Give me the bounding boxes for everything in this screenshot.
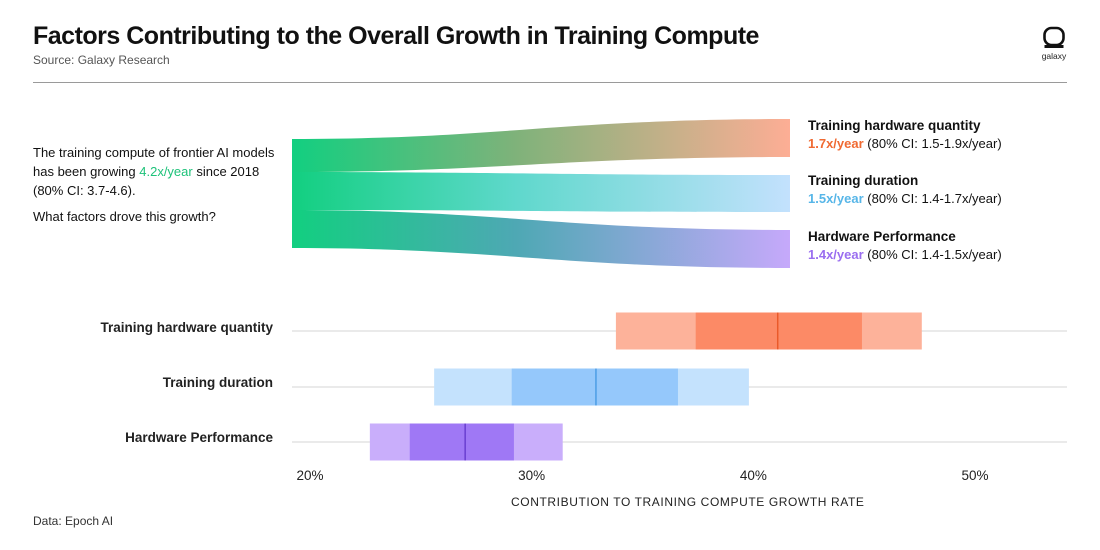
legend-rate-hardware-performance: 1.4x/year [808, 247, 864, 262]
legend-title-training-duration: Training duration [808, 173, 919, 188]
flow-band-hardware-performance [292, 210, 790, 268]
chart-title: Factors Contributing to the Overall Grow… [33, 22, 759, 50]
legend-ci-training-duration: (80% CI: 1.4-1.7x/year) [863, 191, 1002, 206]
intro-paragraph: The training compute of frontier AI mode… [33, 143, 293, 200]
legend-hardware-quantity: Training hardware quantity 1.7x/year (80… [808, 117, 1002, 153]
x-tick-label: 50% [961, 468, 989, 483]
legend-rate-training-duration: 1.5x/year [808, 191, 864, 206]
galaxy-logo: galaxy [1036, 26, 1072, 61]
row-label-hardware-performance: Hardware Performance [125, 430, 273, 445]
legend-hardware-performance: Hardware Performance 1.4x/year (80% CI: … [808, 228, 1002, 264]
x-tick-label: 20% [296, 468, 324, 483]
row-label-training-duration: Training duration [162, 375, 273, 390]
legend-ci-hardware-performance: (80% CI: 1.4-1.5x/year) [863, 247, 1002, 262]
intro-text: The training compute of frontier AI mode… [33, 143, 293, 226]
flow-band-hardware-quantity [292, 119, 790, 172]
data-source-note: Data: Epoch AI [33, 514, 114, 528]
legend-title-hardware-performance: Hardware Performance [808, 229, 956, 244]
intro-line-pre: The training compute of frontier AI mode… [33, 145, 275, 179]
x-axis-title: CONTRIBUTION TO TRAINING COMPUTE GROWTH … [511, 495, 865, 509]
inner-range-training-duration [511, 368, 678, 406]
legend-rate-hardware-quantity: 1.7x/year [808, 136, 864, 151]
row-label-hardware-quantity: Training hardware quantity [100, 320, 273, 335]
overall-growth-rate: 4.2x/year [139, 164, 193, 179]
chart-subtitle: Source: Galaxy Research [33, 53, 170, 67]
legend-ci-hardware-quantity: (80% CI: 1.5-1.9x/year) [863, 136, 1002, 151]
galaxy-logo-icon [1043, 26, 1065, 48]
header-divider [33, 82, 1067, 83]
intro-question: What factors drove this growth? [33, 209, 216, 224]
intro-line-post: since 2018 (80% CI: 3.7-4.6). [33, 164, 260, 198]
legend-training-duration: Training duration 1.5x/year (80% CI: 1.4… [808, 172, 1002, 208]
legend-title-hardware-quantity: Training hardware quantity [808, 118, 981, 133]
flow-band-training-duration [292, 172, 790, 212]
x-tick-label: 40% [739, 468, 767, 483]
inner-range-hardware-quantity [695, 312, 862, 350]
inner-range-hardware-performance [409, 423, 514, 461]
x-tick-label: 30% [518, 468, 546, 483]
logo-wordmark: galaxy [1041, 51, 1067, 61]
